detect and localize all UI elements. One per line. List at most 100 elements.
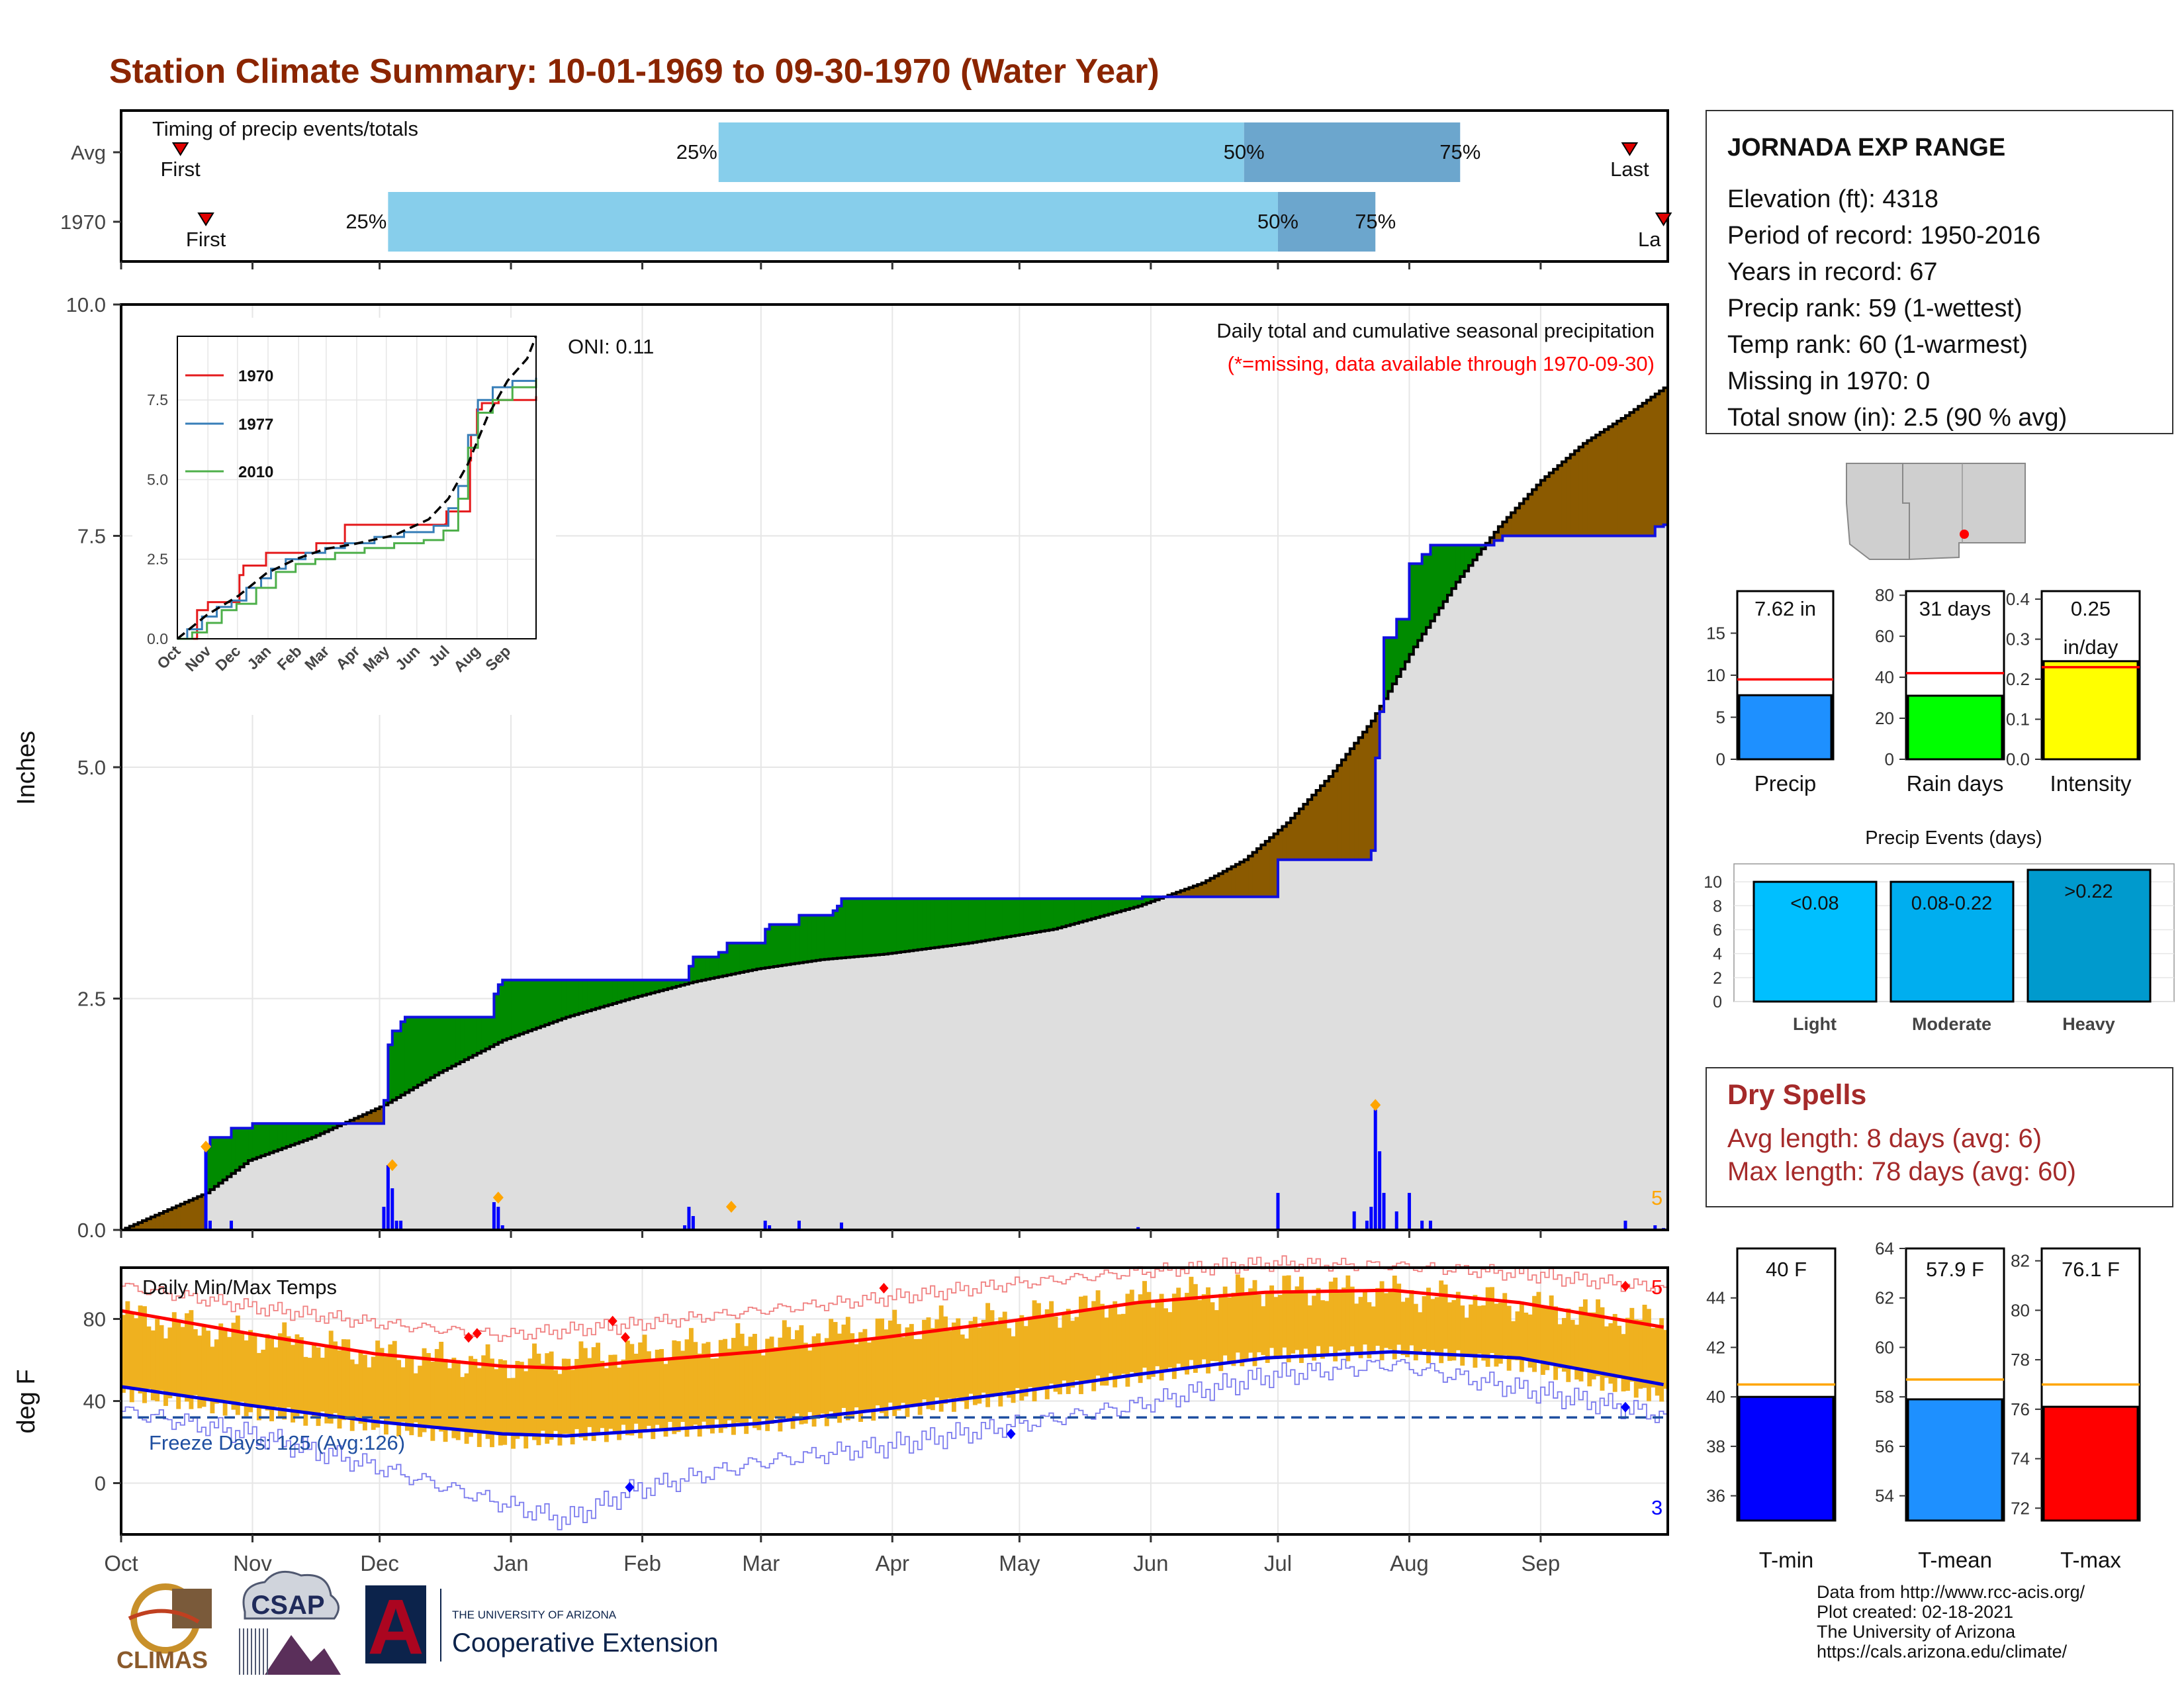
base-area — [1125, 909, 1130, 1230]
daily-temp-bar — [1375, 1288, 1381, 1346]
daily-temp-bar — [362, 1354, 367, 1430]
base-area — [1553, 536, 1559, 1230]
record-marker — [625, 1481, 635, 1493]
daily-temp-bar — [795, 1330, 799, 1414]
daily-temp-bar — [519, 1362, 524, 1436]
daily-temp-bar — [561, 1358, 567, 1434]
surplus-area — [1422, 554, 1427, 634]
surplus-area — [485, 1017, 490, 1049]
base-area — [566, 1017, 571, 1230]
events-category: Light — [1793, 1014, 1837, 1034]
base-area — [1167, 896, 1173, 1230]
timing-label: Timing of precip events/totals — [152, 117, 418, 140]
first-marker — [197, 212, 214, 226]
base-area — [1066, 925, 1071, 1230]
deficit-area — [1633, 409, 1639, 536]
base-area — [892, 953, 897, 1230]
base-area — [1206, 896, 1211, 1230]
daily-temp-bar — [383, 1356, 388, 1435]
surplus-area — [1447, 545, 1453, 595]
station-line: Period of record: 1950-2016 — [1727, 222, 2040, 250]
daily-temp-bar — [875, 1318, 880, 1406]
daily-temp-bar — [1553, 1306, 1559, 1380]
surplus-area — [523, 980, 529, 1033]
daily-temp-bar — [227, 1336, 232, 1402]
daily-temp-bar — [667, 1359, 672, 1423]
surplus-area — [244, 1128, 249, 1164]
surplus-area — [909, 898, 914, 951]
daily-temp-bar — [1100, 1303, 1105, 1386]
temp-summary-y-tick: 64 — [1875, 1239, 1894, 1258]
surplus-area — [1155, 896, 1160, 900]
deficit-area — [193, 1198, 198, 1230]
deficit-area — [1248, 856, 1253, 897]
base-area — [354, 1123, 359, 1230]
daily-temp-bar — [1210, 1302, 1215, 1362]
daily-temp-bar — [790, 1339, 796, 1429]
temp-summary-value: 40 F — [1766, 1258, 1807, 1281]
daily-temp-bar — [1074, 1317, 1079, 1381]
base-area — [1422, 633, 1427, 1230]
daily-temp-bar — [1142, 1281, 1147, 1368]
temp-y-tick: 80 — [83, 1308, 106, 1331]
daily-temp-bar — [705, 1342, 711, 1429]
daily-temp-bar — [261, 1349, 266, 1409]
surplus-area — [587, 980, 592, 1011]
surplus-area — [1023, 898, 1028, 934]
avg-cumulative-line — [121, 386, 1668, 1231]
daily-temp-bar — [469, 1356, 473, 1437]
daily-temp-bar — [1015, 1321, 1020, 1388]
base-area — [1015, 935, 1020, 1230]
surplus-area — [1129, 898, 1134, 909]
temp-summary-y-tick: 58 — [1875, 1387, 1894, 1407]
daily-temp-bar — [1341, 1288, 1346, 1350]
base-area — [1074, 923, 1079, 1230]
base-area — [1023, 933, 1028, 1230]
surplus-area — [481, 1017, 486, 1051]
temp-summary-y-tick: 44 — [1706, 1288, 1725, 1308]
daily-temp-bar — [206, 1331, 210, 1398]
base-area — [1218, 896, 1224, 1230]
inset-border — [177, 336, 537, 639]
csap-logo-text: CSAP — [251, 1591, 324, 1620]
surplus-area — [790, 924, 796, 964]
dry-line: Max length: 78 days (avg: 60) — [1727, 1157, 2076, 1186]
summary-label: Rain days — [1907, 771, 2004, 796]
daily-temp-bar — [515, 1360, 520, 1439]
daily-temp-bar — [629, 1344, 635, 1436]
daily-temp-bar — [1125, 1293, 1130, 1387]
daily-temp-bar — [1651, 1328, 1656, 1388]
base-area — [1439, 608, 1444, 1230]
daily-temp-bar — [739, 1333, 745, 1424]
events-y-tick: 6 — [1713, 921, 1722, 939]
base-area — [349, 1123, 355, 1230]
deficit-area — [1617, 421, 1622, 536]
surplus-area — [1011, 898, 1016, 937]
daily-temp-bar — [269, 1338, 274, 1422]
deficit-area — [1333, 771, 1338, 860]
surplus-area — [799, 915, 804, 963]
station-line: Total snow (in): 2.5 (90 % avg) — [1727, 404, 2067, 432]
base-area — [1375, 758, 1381, 1230]
surplus-area — [702, 957, 707, 980]
base-area — [536, 1027, 541, 1230]
base-area — [1159, 898, 1164, 1230]
max-marker — [201, 1141, 212, 1153]
surplus-area — [1079, 898, 1084, 923]
base-area — [1298, 859, 1304, 1230]
temp-chart: 0 40 80 Oct Nov Dec Jan Feb Mar Apr May Jun Jul Aug Se… — [13, 1255, 1669, 1575]
deficit-area — [159, 1213, 164, 1230]
base-area — [1612, 536, 1617, 1230]
daily-temp-bar — [1146, 1291, 1152, 1380]
daily-temp-bar — [316, 1347, 321, 1427]
events-bar — [2026, 868, 2152, 1003]
base-area — [400, 1095, 406, 1230]
daily-temp-bar — [672, 1340, 677, 1434]
surplus-area — [473, 1017, 478, 1056]
daily-precip-bar — [691, 1216, 695, 1230]
surplus-area — [295, 1123, 300, 1144]
daily-temp-bar — [252, 1335, 257, 1405]
daily-temp-bar — [138, 1305, 143, 1394]
inset-series-2010 — [177, 379, 537, 640]
base-area — [998, 938, 1003, 1230]
